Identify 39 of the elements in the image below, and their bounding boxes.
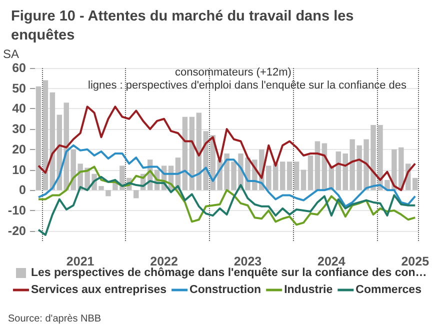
bar — [280, 162, 286, 190]
line-series — [37, 144, 416, 208]
legend-label: Construction — [190, 284, 262, 296]
annotation: lignes : perspectives d'emploi dans l'enquête sur la confiance des — [88, 80, 407, 92]
y-tick-label: 40 — [12, 102, 26, 116]
line-series — [37, 176, 416, 236]
y-tick-label: 0 — [19, 183, 26, 198]
y-tick-label: 10 — [12, 162, 26, 177]
y-tick-label: -20 — [8, 224, 26, 238]
legend-label: Commerces — [356, 284, 422, 296]
y-tick-label: 30 — [12, 122, 26, 136]
bar — [106, 190, 111, 196]
annotation: consommateurs (+12m) — [175, 66, 292, 78]
y-tick-label: 60 — [12, 61, 26, 75]
bar — [36, 86, 42, 190]
x-tick-label: 2022 — [150, 254, 178, 268]
x-tick-label: 2025 — [401, 254, 430, 268]
x-tick-label: 2021 — [66, 254, 94, 268]
line-series — [37, 166, 416, 226]
legend-label: Industrie — [284, 284, 333, 296]
line-series — [37, 106, 416, 192]
bar — [42, 80, 48, 190]
bar — [336, 151, 342, 190]
chart-title: Figure 10 - Attentes du marché du travail dans les enquêtes — [11, 8, 358, 44]
y-tick-label: 20 — [12, 142, 26, 156]
legend-label: Les perspectives de chômage dans l'enquête sur la confiance des con… — [31, 267, 427, 279]
x-tick-label: 2023 — [234, 254, 262, 268]
y-tick-label: -10 — [8, 203, 26, 218]
bar — [300, 170, 306, 190]
bar — [286, 162, 292, 190]
source-note: Source: d'après NBB — [8, 314, 102, 324]
bar — [314, 141, 320, 190]
legend-label: Services aux entreprises — [31, 284, 167, 296]
y-tick-label: 50 — [12, 81, 26, 96]
y-axis-title: SA — [3, 47, 20, 61]
bar — [308, 156, 314, 190]
bar — [134, 190, 139, 198]
bar — [294, 162, 300, 190]
x-tick-label: 2024 — [318, 254, 346, 268]
